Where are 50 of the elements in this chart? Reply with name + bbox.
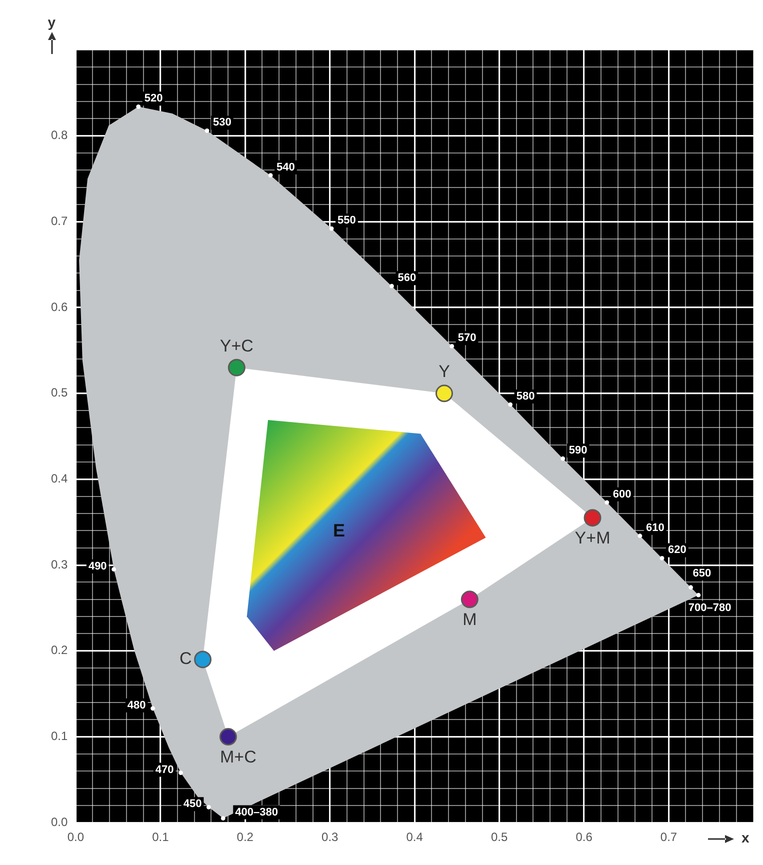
y-tick-label: 0.6 — [50, 300, 68, 314]
y-tick-label: 0.0 — [50, 814, 68, 829]
point — [194, 650, 212, 668]
y-tick-label: 0.4 — [50, 472, 68, 486]
annotation: 650 — [692, 567, 712, 580]
x-tick-label: 0.4 — [406, 830, 424, 844]
series-label: M — [462, 610, 477, 630]
x-tick-label: 0.5 — [490, 830, 508, 844]
point — [460, 590, 478, 608]
x-tick-label: 0.2 — [236, 830, 254, 844]
annotation: 520 — [144, 92, 163, 105]
annotation: 600 — [612, 488, 632, 500]
point — [435, 384, 453, 402]
y-tick-label: 0.3 — [50, 557, 68, 572]
point — [228, 358, 246, 376]
y-tick-label: 0.8 — [50, 128, 68, 142]
annotation: 570 — [458, 332, 476, 344]
series-label: Y — [438, 362, 450, 382]
series-label: Y+M — [574, 528, 610, 548]
x-tick-label: 0.7 — [660, 830, 678, 844]
annotation: 540 — [276, 161, 295, 174]
point — [219, 728, 237, 746]
annotation: 530 — [213, 116, 232, 129]
y-tick-label: 0.2 — [50, 643, 68, 658]
x-tick-label: 0.6 — [576, 830, 593, 844]
x-tick-label: 0.1 — [152, 830, 170, 844]
annotation: 620 — [668, 544, 686, 556]
annotation: 490 — [88, 560, 107, 572]
annotation: 550 — [338, 214, 356, 227]
y-axis-title: y — [48, 14, 56, 30]
y-tick-label: 0.1 — [50, 729, 68, 744]
y-tick-label: 0.7 — [50, 214, 68, 228]
point — [584, 509, 602, 527]
series-label: C — [179, 649, 192, 668]
x-axis-title: x — [742, 829, 750, 846]
series-label: M+C — [220, 747, 256, 766]
annotation: 470 — [155, 764, 174, 776]
y-tick-label: 0.5 — [50, 386, 68, 400]
annotation: 400–380 — [235, 806, 278, 818]
x-tick-label: 0.3 — [322, 830, 339, 844]
annotation: 700–780 — [688, 602, 732, 614]
annotation: 450 — [183, 798, 202, 810]
annotation: 590 — [568, 444, 588, 457]
x-tick-label: 0.0 — [67, 830, 84, 844]
annotation: 480 — [127, 699, 146, 712]
annotation: 610 — [646, 522, 664, 534]
annotation: 560 — [398, 272, 416, 284]
annotation: E — [333, 520, 346, 541]
series-label: Y+C — [220, 336, 254, 356]
annotation: 580 — [516, 390, 535, 403]
